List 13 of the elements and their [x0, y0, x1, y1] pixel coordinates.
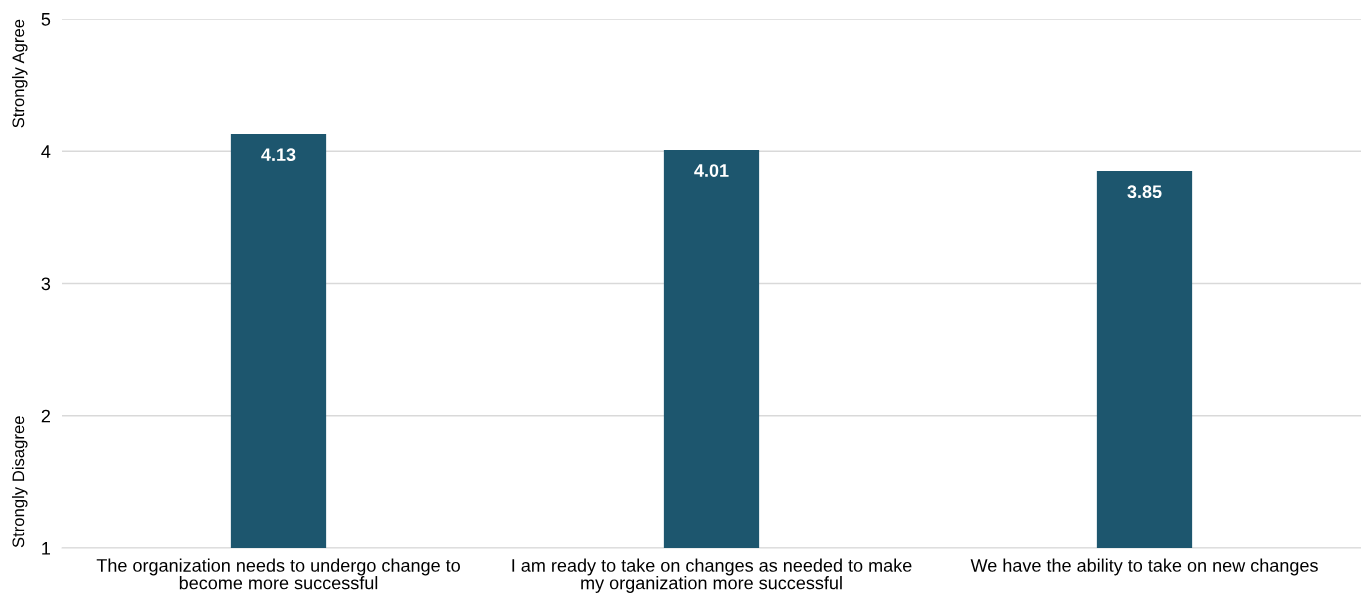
data-label: 4.13 — [261, 148, 296, 162]
y-tick-label: 1 — [42, 542, 51, 555]
text: Strongly Disagree — [12, 416, 28, 548]
data-label: 3.85 — [1127, 185, 1162, 199]
x-tick-label: We have the ability to take on new changes — [970, 558, 1318, 576]
x-tick-label: I am ready to take on changes as needed to make my organization more successful — [512, 558, 912, 593]
y-tick-label: 2 — [41, 409, 50, 423]
x-tick-label: The organization needs to undergo change to become more successful — [96, 558, 460, 590]
data-label: 4.01 — [694, 164, 729, 177]
y-tick-label: 3 — [41, 277, 51, 291]
text: Strongly Agree — [12, 19, 28, 128]
y-tick-label: 5 — [41, 13, 51, 26]
y-tick-label: 4 — [41, 145, 51, 158]
